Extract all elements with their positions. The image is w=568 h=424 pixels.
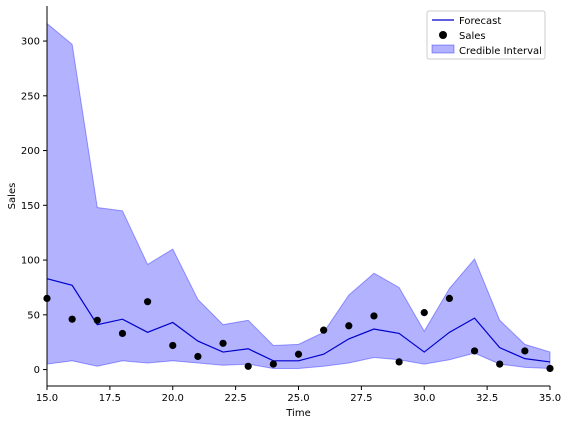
sales-point [93, 316, 101, 324]
sales-point [395, 358, 403, 366]
legend-credible-interval-key [431, 44, 455, 54]
legend-sales-dot-key [439, 31, 447, 39]
line-layer [46, 278, 551, 363]
y-tick-label: 100 [21, 256, 40, 267]
sales-point [169, 341, 177, 350]
legend: Forecast Sales Credible Interval [426, 10, 546, 60]
sales-point [194, 352, 202, 361]
x-tick-label: 22.5 [224, 393, 246, 404]
y-tick-label: 50 [27, 310, 40, 321]
legend-frame [426, 10, 546, 60]
y-tick-label: 250 [21, 91, 40, 102]
x-axis-label: Time [285, 408, 310, 419]
x-tick-label: 27.5 [350, 393, 372, 404]
x-tick-label: 35.0 [539, 393, 561, 404]
x-tick-label: 20.0 [162, 393, 184, 404]
sales-point [546, 364, 554, 373]
sales-point [144, 298, 152, 306]
sales-point [68, 315, 76, 323]
x-tick-label: 30.0 [413, 393, 435, 404]
band-layer [46, 22, 551, 370]
credible-interval-band [46, 22, 551, 370]
x-tick-label: 17.5 [99, 393, 121, 404]
sales-point [118, 329, 127, 338]
sales-point [219, 339, 227, 347]
sales-point [445, 294, 453, 302]
legend-credible-interval-label: Credible Interval [459, 46, 542, 57]
legend-sales-label: Sales [459, 31, 486, 42]
sales-point [370, 312, 378, 320]
sales-point [269, 360, 277, 368]
sales-point [294, 350, 303, 358]
x-tick-label: 15.0 [36, 393, 58, 404]
y-tick-label: 200 [21, 146, 40, 157]
x-tick-label: 32.5 [476, 393, 498, 404]
forecast-line [46, 278, 551, 363]
sales-point [496, 360, 504, 368]
y-axis-label: Sales [7, 183, 18, 210]
sales-point [420, 309, 428, 317]
axes-layer: 15.0 17.5 20.0 22.5 25.0 27.5 30.0 32.5 35.0 0 50 1… [21, 6, 561, 404]
sales-point [521, 347, 529, 355]
sales-point [470, 347, 479, 355]
y-tick-label: 150 [21, 201, 40, 212]
point-layer [43, 294, 554, 373]
sales-point [345, 322, 353, 330]
x-tick-label: 25.0 [287, 393, 309, 404]
legend-forecast-label: Forecast [459, 16, 501, 27]
y-tick-label: 300 [21, 37, 40, 48]
sales-point [244, 362, 252, 370]
y-tick-label: 0 [34, 365, 40, 376]
sales-point [320, 326, 328, 334]
